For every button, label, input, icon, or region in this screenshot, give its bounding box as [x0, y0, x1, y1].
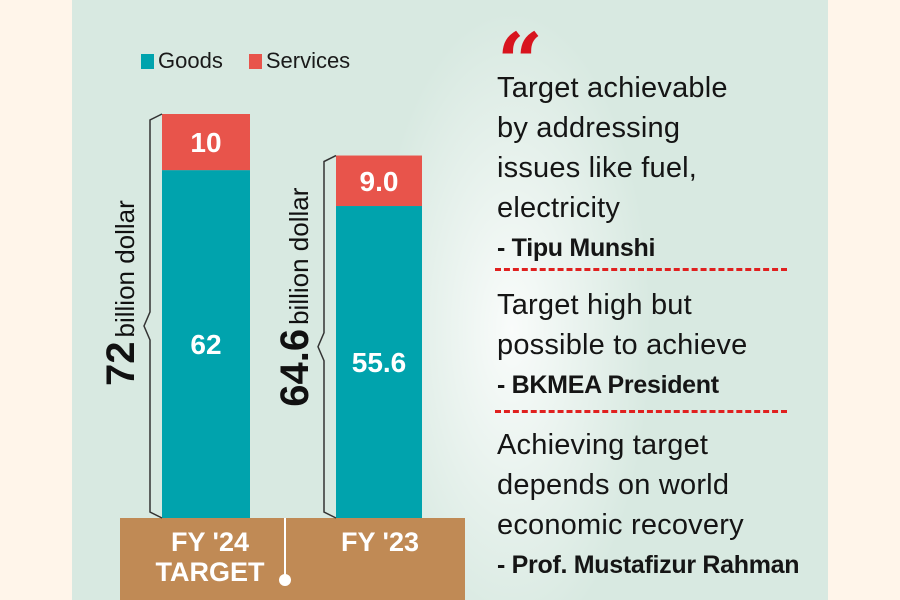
- legend-item-services: Services: [248, 48, 351, 74]
- quote-3: Achieving target depends on world econom…: [497, 425, 800, 585]
- total-unit: billion dollar: [110, 200, 140, 338]
- total-label: 64.6 billion dollar: [273, 187, 317, 407]
- quote-2-author: - BKMEA President: [497, 371, 719, 399]
- quote-3-author: - Prof. Mustafizur Rahman: [497, 551, 800, 579]
- quote-2-line: possible to achieve: [497, 329, 748, 361]
- quote-1-line: by addressing: [497, 112, 681, 144]
- category-label-fy24: FY '24 TARGET: [150, 527, 270, 587]
- bar-value-label: 9.0: [360, 166, 399, 197]
- bar-value-label: 10: [190, 127, 221, 158]
- bar-value-label: 62: [190, 329, 221, 360]
- total-bracket: [317, 154, 337, 519]
- quote-divider: [495, 410, 787, 413]
- bar-goods: [336, 206, 422, 518]
- quote-3-line: economic recovery: [497, 509, 744, 541]
- total-bracket: [143, 113, 163, 519]
- quote-1-line: Target achievable: [497, 72, 728, 104]
- quote-mark-icon: “: [497, 15, 543, 109]
- category-label-fy23: FY '23: [320, 527, 440, 557]
- total-label: 72 billion dollar: [99, 200, 143, 386]
- quote-2: Target high but possible to achieve - BK…: [497, 285, 747, 405]
- quote-1-line: electricity: [497, 192, 621, 224]
- quote-2-line: Target high but: [497, 289, 692, 321]
- total-value: 64.6: [273, 329, 317, 407]
- legend-label-services: Services: [265, 48, 351, 73]
- category-label-fy24-line1: FY '24: [171, 527, 249, 557]
- total-unit: billion dollar: [284, 187, 314, 325]
- chart-legend: Goods Services: [141, 48, 376, 74]
- quote-3-line: depends on world: [497, 469, 730, 501]
- legend-swatch-services: [248, 53, 262, 69]
- legend-label-goods: Goods: [158, 48, 223, 73]
- bar-value-label: 55.6: [352, 347, 407, 378]
- bar-goods: [162, 170, 250, 518]
- legend-item-goods: Goods: [141, 48, 223, 74]
- category-label-fy24-line2: TARGET: [155, 557, 265, 587]
- bar-services: [162, 114, 250, 171]
- legend-swatch-goods: [141, 53, 154, 69]
- category-separator-dot: [279, 574, 291, 586]
- quote-1-line: issues like fuel,: [497, 152, 698, 184]
- bar-services: [336, 155, 422, 207]
- total-value: 72: [99, 342, 143, 387]
- category-label-fy23-line1: FY '23: [341, 527, 419, 557]
- quote-1: Target achievable by addressing issues l…: [497, 68, 728, 268]
- category-base: [120, 518, 465, 600]
- quote-3-line: Achieving target: [497, 429, 709, 461]
- quote-1-author: - Tipu Munshi: [497, 234, 656, 262]
- quote-divider: [495, 268, 787, 271]
